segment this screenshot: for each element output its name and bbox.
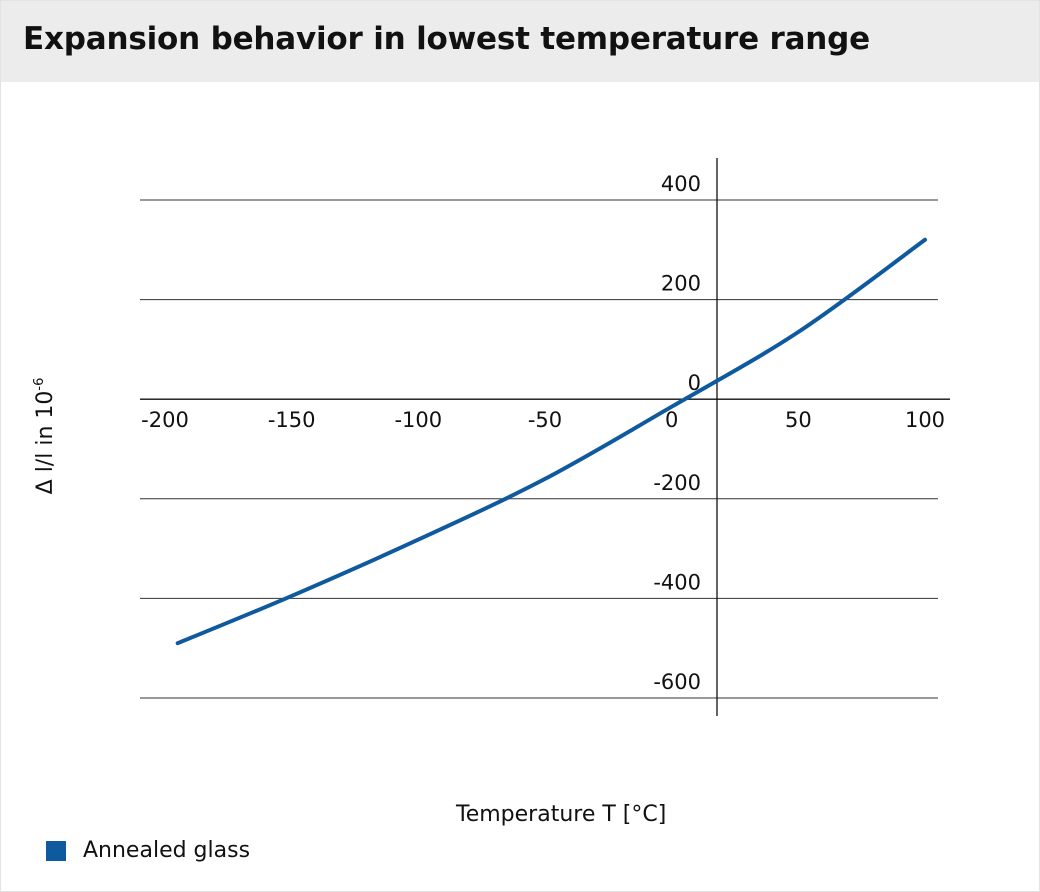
x-tick-label: -200 xyxy=(141,408,189,432)
x-tick-label: 50 xyxy=(785,408,812,432)
legend-label: Annealed glass xyxy=(83,838,251,863)
chart-title: Expansion behavior in lowest temperature… xyxy=(23,21,870,57)
legend: Annealed glass xyxy=(46,838,250,863)
x-tick-label: -50 xyxy=(528,408,562,432)
y-axis-label-text: Δ l/l in 10 xyxy=(33,391,58,495)
y-axis-label: Δ l/l in 10-6 xyxy=(32,378,58,495)
series-line-annealed-glass xyxy=(175,237,927,646)
x-tick-labels: -200 -150 -100 -50 0 50 100 xyxy=(141,408,945,432)
legend-swatch xyxy=(46,840,66,861)
y-tick-label: -400 xyxy=(653,570,701,594)
y-tick-label: -600 xyxy=(653,670,701,694)
y-tick-label: 0 xyxy=(688,371,701,395)
y-tick-label: -200 xyxy=(653,471,701,495)
x-tick-label: -150 xyxy=(268,408,316,432)
y-axis-label-exponent: -6 xyxy=(32,378,47,391)
x-axis-label: Temperature T [°C] xyxy=(456,802,667,827)
y-tick-labels: 400 200 0 -200 -400 -600 xyxy=(653,172,701,694)
chart-header: Expansion behavior in lowest temperature… xyxy=(1,1,1039,82)
gridlines xyxy=(140,199,938,699)
y-tick-label: 200 xyxy=(661,272,701,296)
x-tick-label: 100 xyxy=(905,408,945,432)
y-tick-label: 400 xyxy=(661,172,701,196)
x-tick-label: -100 xyxy=(394,408,442,432)
x-tick-label: 0 xyxy=(665,408,678,432)
